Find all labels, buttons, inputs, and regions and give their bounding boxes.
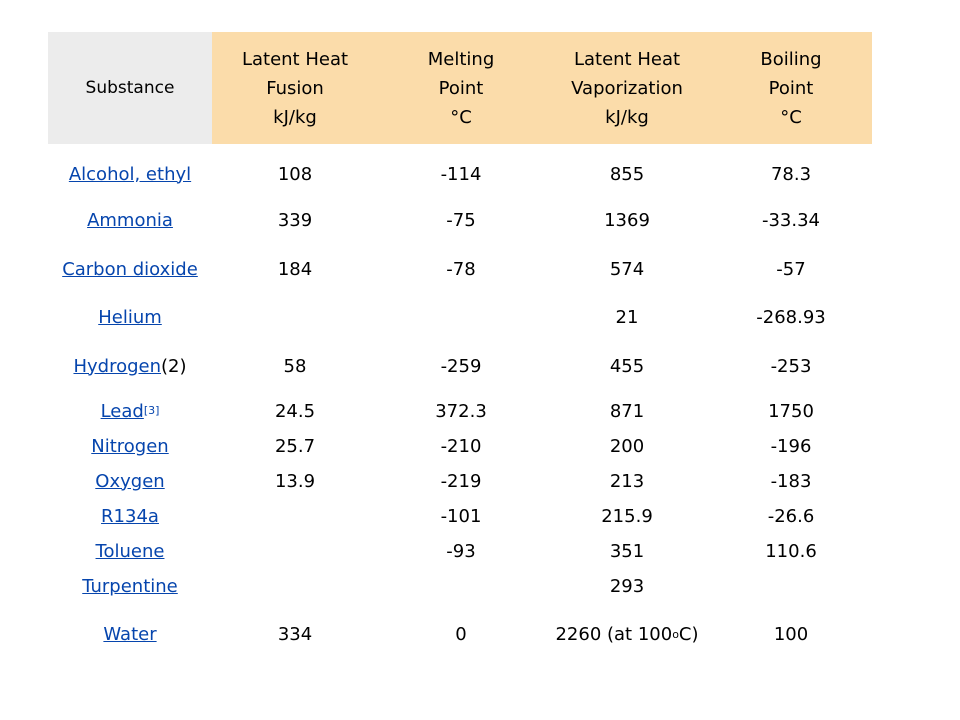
melting-point-cell: 372.3 [435, 400, 487, 422]
latent-heat-vaporization-cell: 215.9 [601, 505, 653, 527]
substance-cell: Oxygen [48, 466, 212, 496]
latent-heat-vaporization-cell: 2260 (at 100 o C) [544, 619, 710, 649]
latent-heat-fusion-cell [212, 536, 378, 566]
latent-heat-vaporization-cell: 455 [609, 355, 645, 377]
melting-point-cell: 0 [455, 623, 467, 645]
melting-point-cell: -78 [446, 258, 476, 280]
substance-link[interactable]: Hydrogen [73, 355, 162, 377]
substance-link[interactable]: Alcohol, ethyl [68, 163, 192, 185]
header-latent-heat-fusion: Latent Heat Fusion kJ/kg [212, 32, 378, 144]
degree-superscript: o [672, 627, 679, 641]
header-latent-heat-vaporization: Latent Heat Vaporization kJ/kg [544, 32, 710, 144]
boiling-point-cell: -253 [770, 355, 812, 377]
substance-cell: Lead [3] [100, 400, 160, 422]
latent-heat-vaporization-cell: 21 [615, 306, 639, 328]
boiling-point-cell: -196 [770, 435, 812, 457]
latent-heat-fusion-cell: 184 [277, 258, 313, 280]
vaporization-unit: C) [678, 623, 699, 645]
latent-heat-fusion-cell: 339 [277, 209, 313, 231]
latent-heat-vaporization-cell: 855 [609, 163, 645, 185]
substance-link[interactable]: Turpentine [82, 575, 178, 597]
substance-cell: Carbon dioxide [48, 254, 212, 284]
latent-heat-fusion-cell: 108 [277, 163, 313, 185]
substance-cell: Ammonia [48, 205, 212, 235]
boiling-point-cell: -26.6 [767, 505, 815, 527]
substance-link[interactable]: Oxygen [95, 470, 165, 492]
latent-heat-fusion-cell: 25.7 [274, 435, 316, 457]
latent-heat-fusion-cell: 24.5 [274, 400, 316, 422]
vaporization-value: 2260 (at 100 [555, 623, 673, 645]
boiling-point-cell: 78.3 [770, 163, 812, 185]
latent-heat-fusion-cell [212, 302, 378, 332]
substance-cell: R134a [48, 501, 212, 531]
substance-cell: Water [48, 619, 212, 649]
latent-heat-vaporization-cell: 351 [609, 540, 645, 562]
melting-point-cell [378, 302, 544, 332]
substance-cell: Alcohol, ethyl [48, 159, 212, 189]
substance-cell: Helium [48, 302, 212, 332]
substance-cell: Nitrogen [48, 431, 212, 461]
substance-cell: Hydrogen (2) [48, 351, 212, 381]
substance-link[interactable]: Carbon dioxide [62, 258, 198, 280]
boiling-point-cell: -33.34 [761, 209, 821, 231]
substance-link[interactable]: Nitrogen [91, 435, 169, 457]
boiling-point-cell [710, 571, 872, 601]
substance-cell: Toluene [48, 536, 212, 566]
melting-point-cell: -75 [446, 209, 476, 231]
latent-heat-vaporization-cell: 871 [609, 400, 645, 422]
latent-heat-vaporization-cell: 200 [609, 435, 645, 457]
melting-point-cell: -101 [440, 505, 482, 527]
boiling-point-cell: 110.6 [765, 540, 817, 562]
substance-link[interactable]: Lead [100, 400, 144, 422]
header-substance: Substance [48, 32, 212, 144]
boiling-point-cell: 100 [773, 623, 809, 645]
melting-point-cell: -210 [440, 435, 482, 457]
latent-heat-fusion-cell [212, 571, 378, 601]
substance-link[interactable]: R134a [101, 505, 159, 527]
substance-cell: Turpentine [48, 571, 212, 601]
latent-heat-vaporization-cell: 293 [609, 575, 645, 597]
melting-point-cell: -114 [440, 163, 482, 185]
substance-suffix: (2) [161, 355, 187, 377]
latent-heat-vaporization-cell: 1369 [604, 209, 650, 231]
latent-heat-fusion-cell: 13.9 [274, 470, 316, 492]
melting-point-cell: -219 [440, 470, 482, 492]
latent-heat-vaporization-cell: 574 [609, 258, 645, 280]
latent-heat-fusion-cell: 58 [283, 355, 307, 377]
boiling-point-cell: -268.93 [756, 306, 826, 328]
boiling-point-cell: 1750 [768, 400, 814, 422]
melting-point-cell: -93 [446, 540, 476, 562]
header-boiling-point: Boiling Point °C [710, 32, 872, 144]
latent-heat-fusion-cell: 334 [277, 623, 313, 645]
substance-link[interactable]: Ammonia [87, 209, 173, 231]
boiling-point-cell: -57 [776, 258, 806, 280]
latent-heat-vaporization-cell: 213 [609, 470, 645, 492]
boiling-point-cell: -183 [770, 470, 812, 492]
header-melting-point: Melting Point °C [378, 32, 544, 144]
substance-link[interactable]: Toluene [95, 540, 165, 562]
melting-point-cell [378, 571, 544, 601]
substance-link[interactable]: Water [103, 623, 157, 645]
latent-heat-fusion-cell [212, 501, 378, 531]
substance-link[interactable]: Helium [98, 306, 162, 328]
melting-point-cell: -259 [440, 355, 482, 377]
